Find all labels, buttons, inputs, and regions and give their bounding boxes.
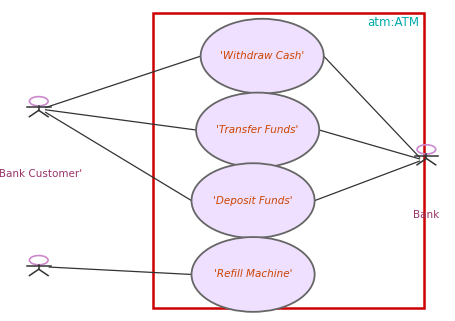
Text: 'Deposit Funds': 'Deposit Funds' — [213, 195, 292, 206]
Text: Bank: Bank — [412, 210, 439, 220]
Text: 'Withdraw Cash': 'Withdraw Cash' — [220, 51, 303, 61]
Text: 'Transfer Funds': 'Transfer Funds' — [216, 125, 298, 135]
Ellipse shape — [200, 19, 323, 93]
Text: 'Bank Customer': 'Bank Customer' — [0, 169, 81, 178]
Text: 'Refill Machine': 'Refill Machine' — [213, 269, 292, 280]
Ellipse shape — [196, 93, 318, 167]
Ellipse shape — [191, 163, 314, 238]
Ellipse shape — [191, 237, 314, 312]
Text: atm:ATM: atm:ATM — [367, 16, 419, 29]
Bar — [152, 13, 423, 308]
